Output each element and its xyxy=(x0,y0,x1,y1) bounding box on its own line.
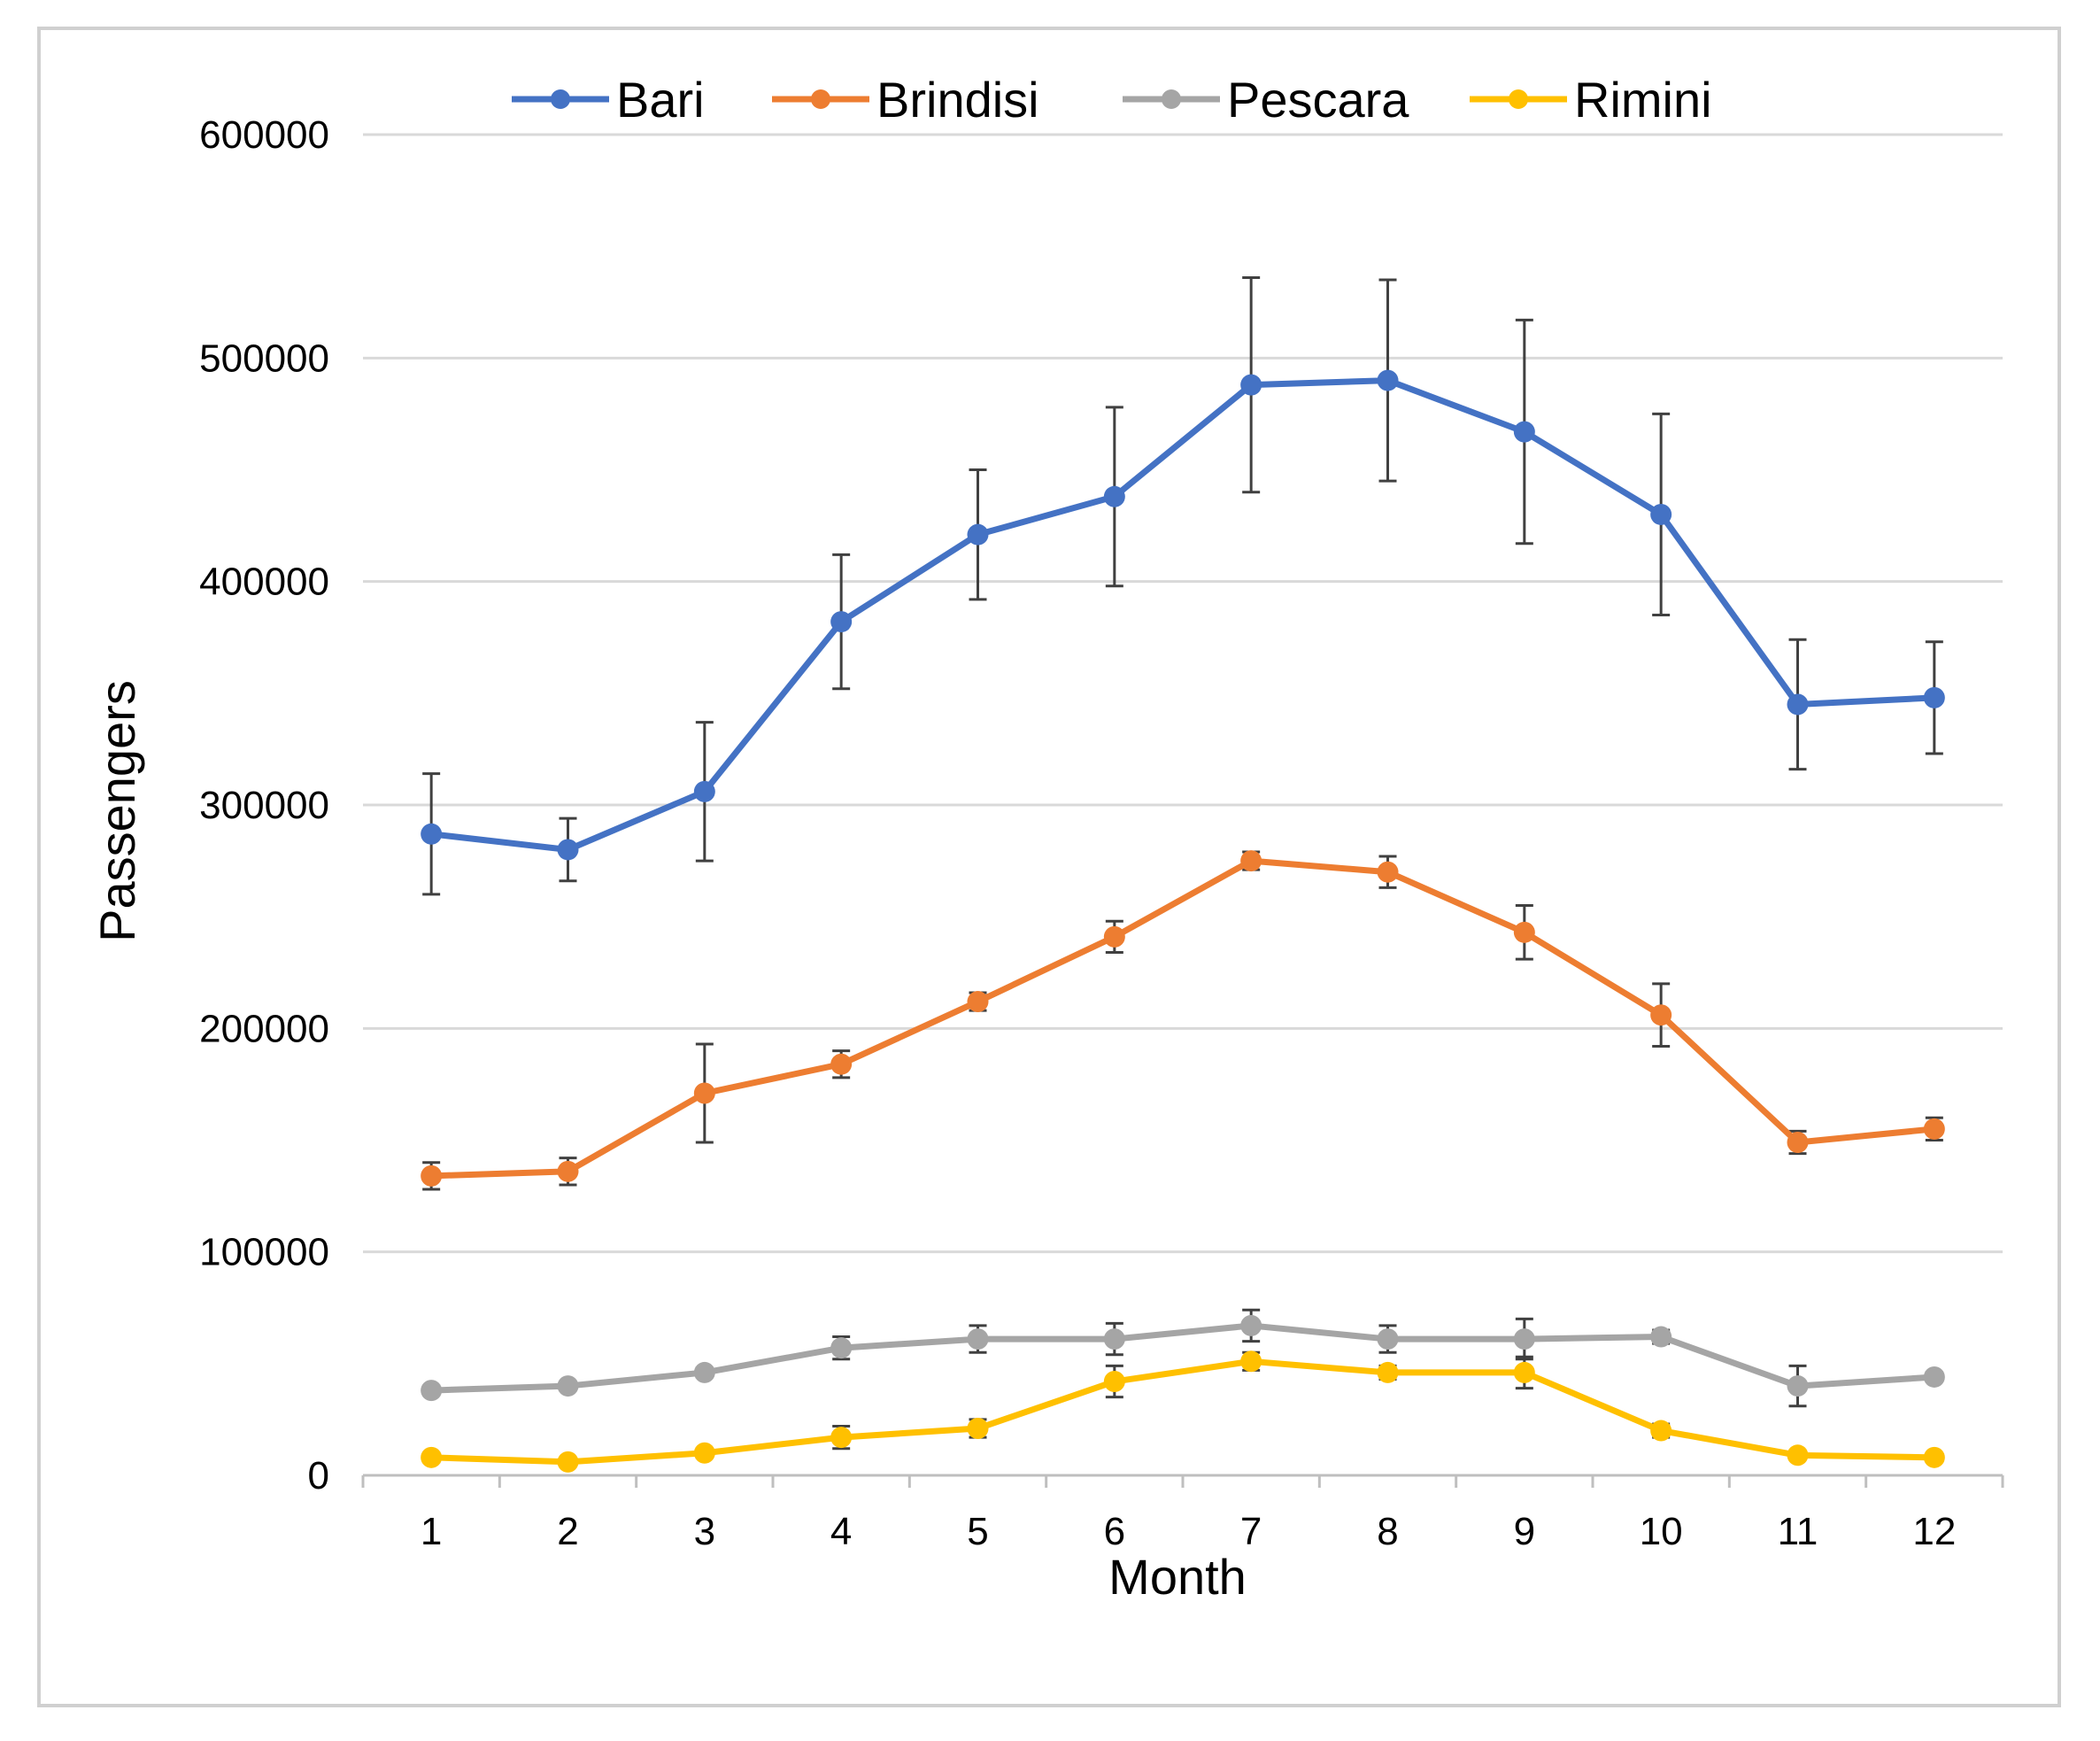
legend-item-pescara: Pescara xyxy=(1123,72,1409,128)
legend-label: Rimini xyxy=(1574,72,1712,128)
data-point xyxy=(1787,693,1809,716)
data-point xyxy=(1787,1132,1809,1154)
y-tick-label: 500000 xyxy=(199,337,329,380)
chart-frame xyxy=(37,27,2061,1707)
series-brindisi xyxy=(421,850,1945,1191)
legend-marker xyxy=(1509,89,1528,109)
data-point xyxy=(1103,1371,1125,1393)
x-tick-label: 7 xyxy=(1240,1510,1262,1553)
data-point xyxy=(1240,1350,1262,1373)
legend-item-bari: Bari xyxy=(512,72,705,128)
data-point xyxy=(1103,485,1125,507)
data-point xyxy=(1240,850,1262,872)
y-tick-label: 600000 xyxy=(199,113,329,157)
data-point xyxy=(1513,1361,1535,1383)
data-point xyxy=(1513,421,1535,443)
legend-marker xyxy=(1162,89,1181,109)
data-point xyxy=(1923,686,1945,708)
series-line xyxy=(428,857,1938,1180)
data-point xyxy=(693,1442,715,1464)
data-point xyxy=(557,1375,579,1397)
y-axis-title: Passengers xyxy=(89,680,145,942)
data-point xyxy=(693,1082,715,1104)
x-tick-label: 1 xyxy=(421,1510,442,1553)
data-point xyxy=(557,839,579,861)
series-bari xyxy=(421,275,1945,896)
x-tick-label: 12 xyxy=(1912,1510,1956,1553)
data-point xyxy=(1377,861,1399,883)
legend-marker xyxy=(811,89,830,109)
plot-area xyxy=(421,275,1945,1473)
x-tick-label: 10 xyxy=(1640,1510,1683,1553)
legend-item-rimini: Rimini xyxy=(1470,72,1712,128)
data-point xyxy=(830,611,853,633)
data-point xyxy=(1240,1314,1262,1336)
data-point xyxy=(967,523,989,546)
data-point xyxy=(1650,1004,1672,1026)
data-point xyxy=(830,1337,853,1359)
x-tick-label: 5 xyxy=(967,1510,988,1553)
data-point xyxy=(1650,1326,1672,1348)
data-point xyxy=(1513,1328,1535,1350)
x-tick-label: 3 xyxy=(694,1510,715,1553)
x-tick-label: 6 xyxy=(1104,1510,1125,1553)
data-point xyxy=(967,991,989,1013)
y-axis-ticks: 0 100000 200000 300000 400000 500000 600000 xyxy=(199,113,329,1497)
data-point xyxy=(1377,369,1399,391)
data-point xyxy=(830,1427,853,1449)
data-point xyxy=(693,1361,715,1383)
gridlines xyxy=(363,133,2003,1254)
series-line xyxy=(428,1358,1938,1466)
x-tick-label: 9 xyxy=(1514,1510,1535,1553)
data-point xyxy=(1923,1118,1945,1140)
x-tick-label: 4 xyxy=(830,1510,852,1553)
legend-label: Pescara xyxy=(1227,72,1409,128)
data-point xyxy=(421,1446,443,1468)
data-point xyxy=(1923,1366,1945,1388)
data-point xyxy=(830,1053,853,1075)
data-point xyxy=(421,1165,443,1187)
data-point xyxy=(1650,1420,1672,1442)
y-tick-label: 200000 xyxy=(199,1007,329,1050)
data-point xyxy=(1103,1328,1125,1350)
y-tick-label: 400000 xyxy=(199,561,329,604)
y-tick-label: 100000 xyxy=(199,1231,329,1274)
data-point xyxy=(967,1328,989,1350)
data-point xyxy=(693,780,715,802)
series-rimini xyxy=(421,1350,1945,1473)
x-axis: 1 2 3 4 5 6 7 8 9 10 11 12 xyxy=(361,1474,2004,1553)
data-point xyxy=(557,1160,579,1182)
data-point xyxy=(1787,1444,1809,1466)
data-point xyxy=(1377,1328,1399,1350)
data-point xyxy=(421,823,443,845)
x-tick-label: 2 xyxy=(557,1510,578,1553)
data-point xyxy=(967,1418,989,1440)
data-point xyxy=(1103,925,1125,948)
y-tick-label: 0 xyxy=(308,1454,329,1497)
data-point xyxy=(1377,1361,1399,1383)
legend: Bari Brindisi Pescara Rimini xyxy=(512,72,1712,128)
x-axis-title: Month xyxy=(1108,1549,1247,1605)
x-tick-label: 11 xyxy=(1778,1510,1818,1553)
series-line xyxy=(428,1322,1938,1394)
legend-marker xyxy=(551,89,570,109)
legend-label: Bari xyxy=(616,72,705,128)
series-pescara xyxy=(421,1308,1945,1408)
x-tick-label: 8 xyxy=(1377,1510,1398,1553)
data-point xyxy=(1513,921,1535,943)
legend-item-brindisi: Brindisi xyxy=(772,72,1039,128)
data-point xyxy=(1923,1446,1945,1468)
data-point xyxy=(557,1451,579,1473)
y-tick-label: 300000 xyxy=(199,784,329,827)
data-point xyxy=(1650,503,1672,525)
data-point xyxy=(1787,1375,1809,1397)
legend-label: Brindisi xyxy=(876,72,1039,128)
data-point xyxy=(1240,374,1262,396)
series-line xyxy=(428,377,1938,853)
data-point xyxy=(421,1380,443,1402)
